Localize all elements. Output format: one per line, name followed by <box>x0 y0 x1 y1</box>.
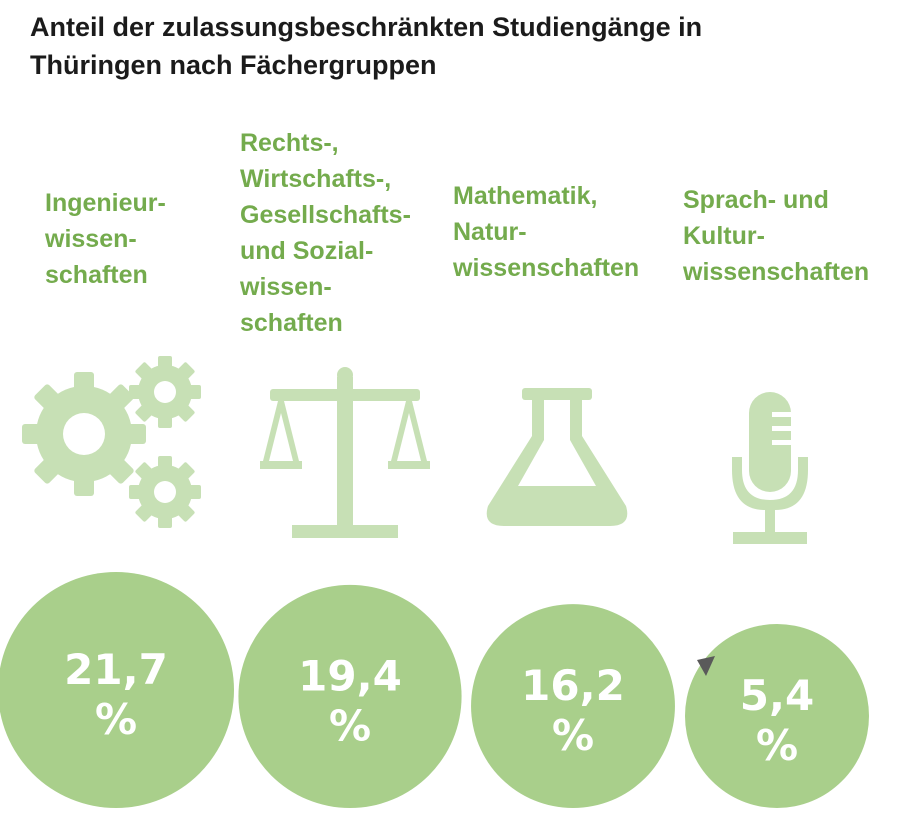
gears-icon <box>22 356 201 528</box>
percent-label-1: % <box>329 701 371 750</box>
category-label-engineering: Ingenieur- wissen- schaften <box>45 189 166 289</box>
category-label-law-economics-social: Rechts-, Wirtschafts-, Gesellschafts- un… <box>240 129 411 337</box>
bubble-1 <box>238 584 462 808</box>
chart-title: Anteil der zulassungsbeschränkten Studie… <box>30 12 703 80</box>
value-label-1: 19,4 <box>298 651 402 700</box>
bubble-0 <box>0 572 234 808</box>
percent-label-2: % <box>552 711 594 760</box>
value-label-2: 16,2 <box>521 661 625 710</box>
bubble-2 <box>471 604 675 808</box>
category-label-math-natural-sciences: Mathematik, Natur- wissenschaften <box>453 182 640 282</box>
bubble-3 <box>685 624 869 808</box>
bubble-chart: 21,7%19,4%16,2%5,4% <box>0 572 869 808</box>
value-label-0: 21,7 <box>64 645 168 694</box>
microphone-icon <box>732 392 808 544</box>
value-label-3: 5,4 <box>740 671 814 720</box>
pointer-mark-icon <box>697 656 715 676</box>
flask-icon <box>486 388 628 526</box>
percent-label-0: % <box>95 695 137 744</box>
scales-icon <box>260 367 430 538</box>
percent-label-3: % <box>756 721 798 770</box>
category-label-language-culture: Sprach- und Kultur- wissenschaften <box>683 186 870 286</box>
